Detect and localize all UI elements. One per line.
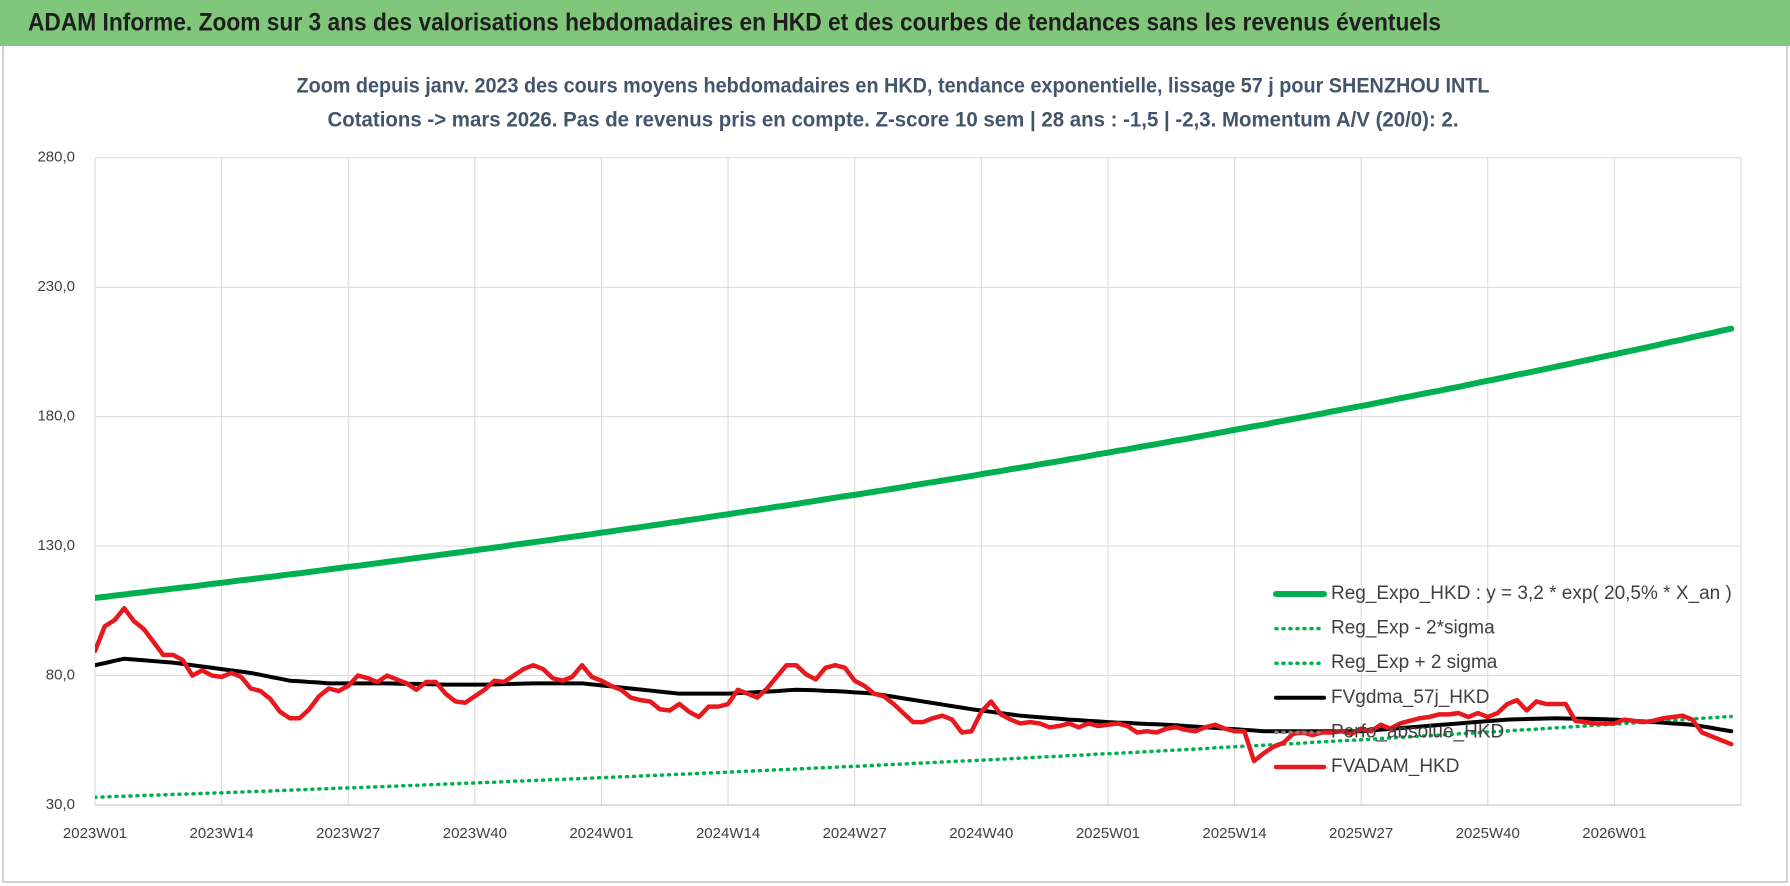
- legend-label: Perfo_absolue_HKD: [1331, 721, 1504, 742]
- subtitle-line: Zoom depuis janv. 2023 des cours moyens …: [297, 75, 1490, 98]
- x-tick-label: 2024W40: [949, 825, 1013, 842]
- x-tick-label: 2025W01: [1076, 825, 1140, 842]
- series-group: [95, 325, 1735, 799]
- y-tick-label: 230,0: [37, 278, 75, 295]
- legend: Reg_Expo_HKD : y = 3,2 * exp( 20,5% * X_…: [1273, 583, 1732, 777]
- legend-label: Reg_Exp + 2 sigma: [1331, 652, 1498, 673]
- x-tick-label: 2025W27: [1329, 825, 1393, 842]
- chart-title: ADAM Informe. Zoom sur 3 ans des valoris…: [28, 9, 1441, 37]
- x-tick-label: 2024W01: [569, 825, 633, 842]
- series-line: [95, 325, 1735, 601]
- x-tick-label: 2025W14: [1202, 825, 1266, 842]
- legend-label: Reg_Exp - 2*sigma: [1331, 618, 1495, 639]
- x-tick-label: 2024W14: [696, 825, 760, 842]
- x-tick-label: 2026W01: [1582, 825, 1646, 842]
- series-line: [95, 605, 1734, 764]
- x-tick-label: 2023W01: [63, 825, 127, 842]
- subtitle-line: Cotations -> mars 2026. Pas de revenus p…: [328, 109, 1459, 132]
- x-tick-label: 2025W40: [1456, 825, 1520, 842]
- y-tick-label: 180,0: [37, 408, 75, 425]
- x-tick-label: 2023W14: [190, 825, 254, 842]
- y-tick-label: 80,0: [46, 667, 75, 684]
- series-line: [95, 656, 1734, 734]
- series-line: [95, 714, 1734, 799]
- legend-label: Reg_Expo_HKD : y = 3,2 * exp( 20,5% * X_…: [1331, 583, 1732, 604]
- header-bar: [0, 0, 1790, 46]
- legend-label: FVADAM_HKD: [1331, 756, 1459, 777]
- legend-label: FVgdma_57j_HKD: [1331, 687, 1489, 708]
- y-tick-label: 280,0: [37, 149, 75, 166]
- x-tick-label: 2023W40: [443, 825, 507, 842]
- x-tick-label: 2023W27: [316, 825, 380, 842]
- x-tick-label: 2024W27: [823, 825, 887, 842]
- plot-area: 30,0 80,0 130,0 180,0 230,0 280,0 2023W01 2023W…: [37, 149, 1742, 842]
- y-tick-label: 30,0: [46, 796, 75, 813]
- subtitle-box: [285, 70, 1500, 140]
- y-tick-label: 130,0: [37, 537, 75, 554]
